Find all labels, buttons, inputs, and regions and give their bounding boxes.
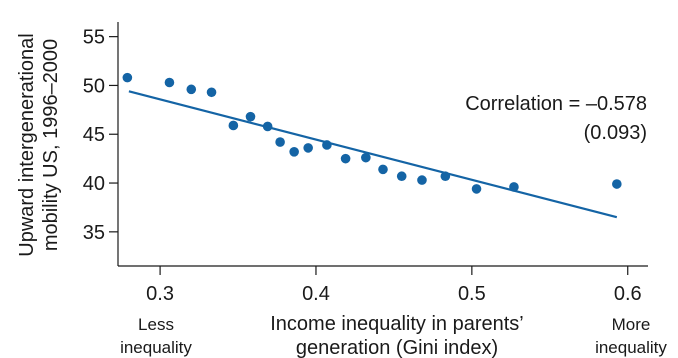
data-point	[186, 84, 197, 95]
y-tick-label: 40	[83, 173, 105, 195]
x-tick-label: 0.5	[458, 283, 486, 305]
data-point	[322, 140, 332, 150]
y-ticks: 35 40 45 50 55	[83, 27, 118, 244]
data-point	[396, 171, 407, 182]
y-axis-title-line-2: mobility US, 1996–2000	[40, 39, 62, 251]
y-tick-label: 35	[83, 222, 105, 244]
x-axis-title-line-1: Income inequality in parents’	[270, 313, 523, 335]
more-inequality-line-2: inequality	[595, 338, 667, 357]
x-ticks: 0.3 0.4 0.5 0.6	[146, 266, 642, 305]
data-point	[262, 121, 273, 132]
y-tick-label: 50	[83, 75, 105, 97]
more-inequality-line-1: More	[612, 315, 651, 334]
data-point	[289, 147, 299, 157]
data-point	[340, 153, 351, 164]
data-point	[509, 182, 519, 192]
correlation-se-annotation: (0.093)	[584, 122, 647, 144]
data-point	[275, 137, 285, 147]
x-axis-title-line-2: generation (Gini index)	[296, 337, 498, 358]
correlation-annotation: Correlation = –0.578	[465, 93, 647, 115]
y-axis-title-line-1: Upward intergenerational	[16, 33, 38, 256]
less-inequality-line-2: inequality	[120, 338, 192, 357]
y-tick-label: 45	[83, 124, 105, 146]
x-tick-label: 0.3	[146, 283, 174, 305]
trend-line	[128, 90, 618, 219]
y-tick-label: 55	[83, 27, 105, 49]
data-point	[228, 120, 239, 131]
data-points	[122, 72, 622, 194]
data-point	[303, 143, 313, 153]
x-tick-label: 0.4	[302, 283, 330, 305]
data-point	[206, 87, 217, 98]
data-point	[378, 164, 388, 175]
data-point	[245, 111, 256, 122]
data-point	[417, 175, 427, 185]
data-point	[361, 152, 371, 163]
less-inequality-line-1: Less	[138, 315, 174, 334]
y-axis-title: Upward intergenerational mobility US, 19…	[16, 33, 62, 256]
data-point	[471, 184, 482, 194]
data-point	[122, 72, 133, 83]
x-tick-label: 0.6	[614, 283, 642, 305]
data-point	[440, 171, 451, 182]
axes	[117, 22, 648, 267]
x-axis-title: Income inequality in parents’ generation…	[270, 313, 523, 358]
data-point	[612, 179, 622, 189]
data-point	[164, 77, 175, 88]
x-end-label-left: Less inequality	[120, 315, 192, 357]
x-end-label-right: More inequality	[595, 315, 667, 357]
